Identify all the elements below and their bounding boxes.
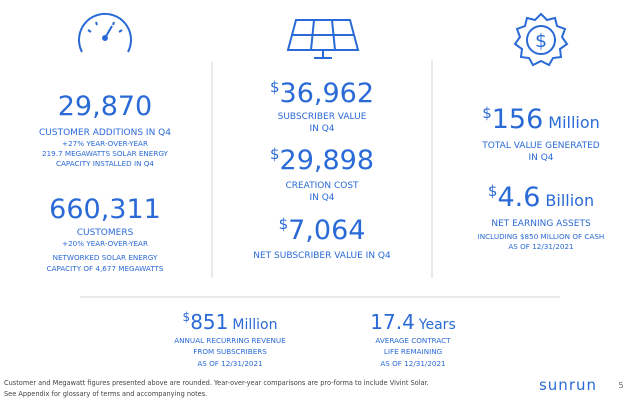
stat-label: CUSTOMER ADDITIONS IN Q4 xyxy=(39,128,171,138)
stat-label: FROM SUBSCRIBERS xyxy=(193,347,267,356)
footnote: See Appendix for glossary of terms and a… xyxy=(4,390,207,398)
stat-note: INCLUDING $850 MILLION OF CASH xyxy=(478,232,605,241)
dollar-badge-icon: $ xyxy=(513,12,569,67)
stat-note: AS OF 12/31/2021 xyxy=(380,359,445,368)
stat-note: AS OF 12/31/2021 xyxy=(197,359,262,368)
stat-value: $29,898 xyxy=(270,145,374,176)
stat-value: $7,064 xyxy=(279,215,366,246)
stat-label: IN Q4 xyxy=(528,153,553,163)
stat-label: IN Q4 xyxy=(309,124,334,134)
stat-value: $36,962 xyxy=(270,78,374,109)
stat-label: ANNUAL RECURRING REVENUE xyxy=(174,336,286,345)
svg-text:$: $ xyxy=(535,30,547,52)
stat-label: AVERAGE CONTRACT xyxy=(375,336,451,345)
footnote: Customer and Megawatt figures presented … xyxy=(4,379,429,387)
page-number: 5 xyxy=(618,381,623,390)
stat-label: IN Q4 xyxy=(309,193,334,203)
stat-value: $4.6 Billion xyxy=(488,182,594,213)
stat-label: SUBSCRIBER VALUE xyxy=(278,112,367,122)
solar-panel-icon xyxy=(286,19,360,59)
stat-note: AS OF 12/31/2021 xyxy=(508,242,573,251)
stat-label: CREATION COST xyxy=(285,181,359,191)
stat-value: $851 Million xyxy=(183,310,278,334)
stat-number: 660,311 xyxy=(49,194,161,225)
stat-label: NET SUBSCRIBER VALUE IN Q4 xyxy=(253,251,391,261)
stat-note: 219.7 MEGAWATTS SOLAR ENERGY xyxy=(42,149,169,158)
stat-note: NETWORKED SOLAR ENERGY xyxy=(53,253,158,262)
stat-note: CAPACITY INSTALLED IN Q4 xyxy=(56,159,154,168)
stat-value: $156 Million xyxy=(482,104,600,135)
gauge-icon xyxy=(78,12,132,53)
stat-number: 29,870 xyxy=(58,91,152,122)
stat-label: LIFE REMAINING xyxy=(384,347,442,356)
stat-note: +27% YEAR-OVER-YEAR xyxy=(62,139,148,148)
stat-label: CUSTOMERS xyxy=(77,228,134,238)
stat-label: TOTAL VALUE GENERATED xyxy=(481,141,599,151)
logo: sunrun xyxy=(539,376,597,394)
stat-label: NET EARNING ASSETS xyxy=(491,219,591,229)
stat-note: +20% YEAR-OVER-YEAR xyxy=(62,239,148,248)
stat-value: 17.4 Years xyxy=(370,310,455,334)
stat-note: CAPACITY OF 4,677 MEGAWATTS xyxy=(47,264,164,273)
